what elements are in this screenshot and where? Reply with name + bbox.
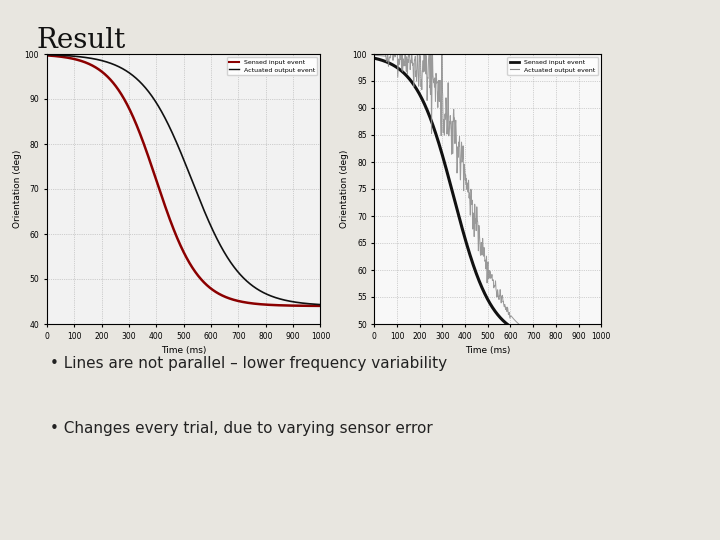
X-axis label: Time (ms): Time (ms) <box>161 346 207 355</box>
Text: • Lines are not parallel – lower frequency variability: • Lines are not parallel – lower frequen… <box>50 356 448 372</box>
Legend: Sensed input event, Actuated output event: Sensed input event, Actuated output even… <box>227 57 318 75</box>
X-axis label: Time (ms): Time (ms) <box>465 346 510 355</box>
Legend: Sensed input event, Actuated output event: Sensed input event, Actuated output even… <box>508 57 598 75</box>
Text: Result: Result <box>36 27 125 54</box>
Y-axis label: Orientation (deg): Orientation (deg) <box>341 150 349 228</box>
Text: • Changes every trial, due to varying sensor error: • Changes every trial, due to varying se… <box>50 421 433 436</box>
Y-axis label: Orientation (deg): Orientation (deg) <box>13 150 22 228</box>
